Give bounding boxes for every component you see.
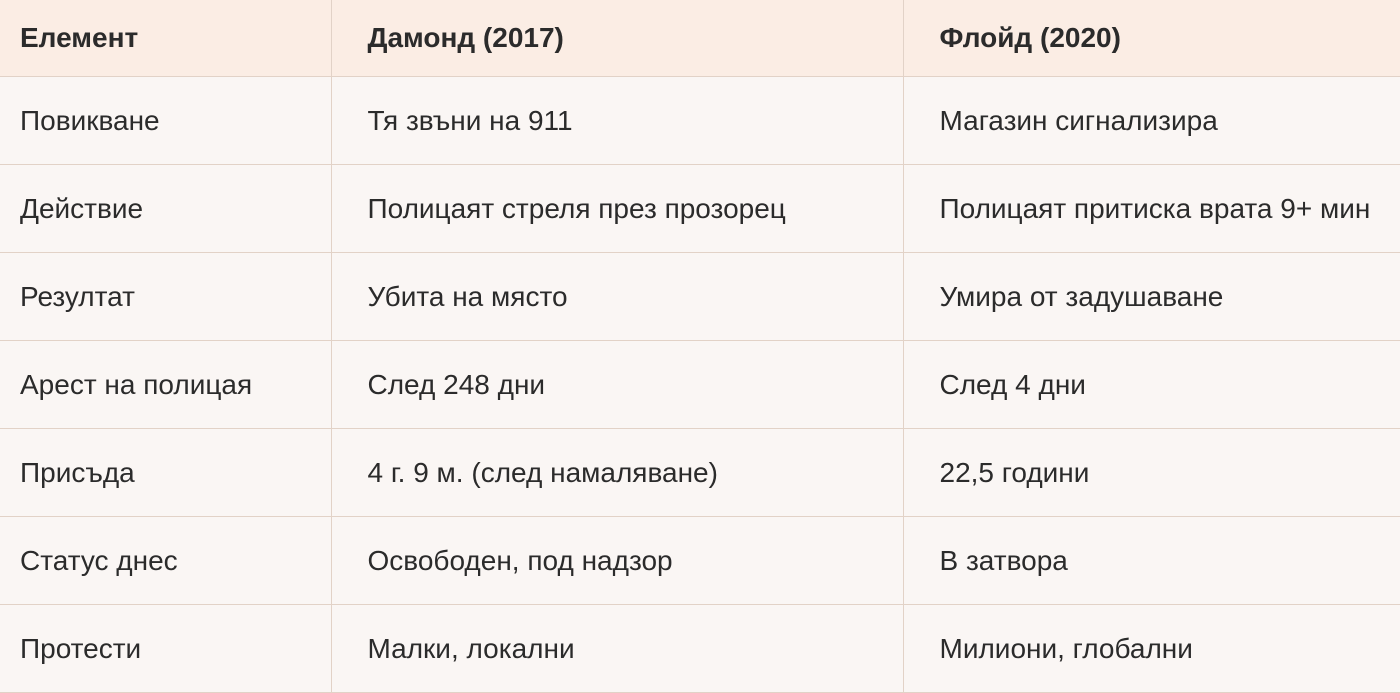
cell-damond: Тя звъни на 911 xyxy=(330,76,904,165)
table-body: Повикване Тя звъни на 911 Магазин сигнализ… xyxy=(0,76,1400,693)
table-row: Арест на полицая След 248 дни След 4 дни xyxy=(0,340,1400,429)
cell-damond: Убита на място xyxy=(330,252,904,341)
header-floyd: Флойд (2020) xyxy=(902,0,1400,77)
header-damond: Дамонд (2017) xyxy=(330,0,904,77)
cell-floyd: В затвора xyxy=(902,516,1400,605)
cell-floyd: След 4 дни xyxy=(902,340,1400,429)
cell-floyd: Полицаят притиска врата 9+ мин xyxy=(902,164,1400,253)
cell-damond: Освободен, под надзор xyxy=(330,516,904,605)
table-row: Протести Малки, локални Милиони, глобални xyxy=(0,604,1400,693)
cell-floyd: Милиони, глобални xyxy=(902,604,1400,693)
cell-element: Повикване xyxy=(0,76,332,165)
cell-element: Протести xyxy=(0,604,332,693)
cell-element: Статус днес xyxy=(0,516,332,605)
header-element: Елемент xyxy=(0,0,332,77)
cell-element: Присъда xyxy=(0,428,332,517)
cell-floyd: 22,5 години xyxy=(902,428,1400,517)
cell-damond: 4 г. 9 м. (след намаляване) xyxy=(330,428,904,517)
cell-damond: След 248 дни xyxy=(330,340,904,429)
table-row: Действие Полицаят стреля през прозорец Пол… xyxy=(0,164,1400,253)
table-header-row: Елемент Дамонд (2017) Флойд (2020) xyxy=(0,0,1400,77)
table-row: Повикване Тя звъни на 911 Магазин сигнализ… xyxy=(0,76,1400,165)
cell-element: Резултат xyxy=(0,252,332,341)
table-row: Присъда 4 г. 9 м. (след намаляване) 22,5 г… xyxy=(0,428,1400,517)
table-row: Статус днес Освободен, под надзор В затвор… xyxy=(0,516,1400,605)
table-row: Резултат Убита на място Умира от задушаван… xyxy=(0,252,1400,341)
cell-element: Действие xyxy=(0,164,332,253)
cell-floyd: Умира от задушаване xyxy=(902,252,1400,341)
cell-floyd: Магазин сигнализира xyxy=(902,76,1400,165)
cell-damond: Полицаят стреля през прозорец xyxy=(330,164,904,253)
cell-damond: Малки, локални xyxy=(330,604,904,693)
cell-element: Арест на полицая xyxy=(0,340,332,429)
